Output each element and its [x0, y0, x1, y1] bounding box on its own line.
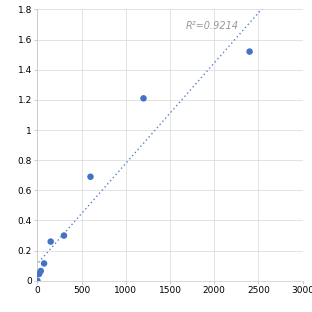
Point: [61, 233, 66, 238]
Point: [48, 239, 53, 244]
Point: [88, 174, 93, 179]
Point: [141, 96, 146, 101]
Point: [41, 261, 46, 266]
Point: [37, 271, 41, 276]
Text: R²=0.9214: R²=0.9214: [186, 22, 239, 32]
Point: [38, 269, 43, 274]
Point: [247, 49, 252, 54]
Point: [35, 278, 40, 283]
